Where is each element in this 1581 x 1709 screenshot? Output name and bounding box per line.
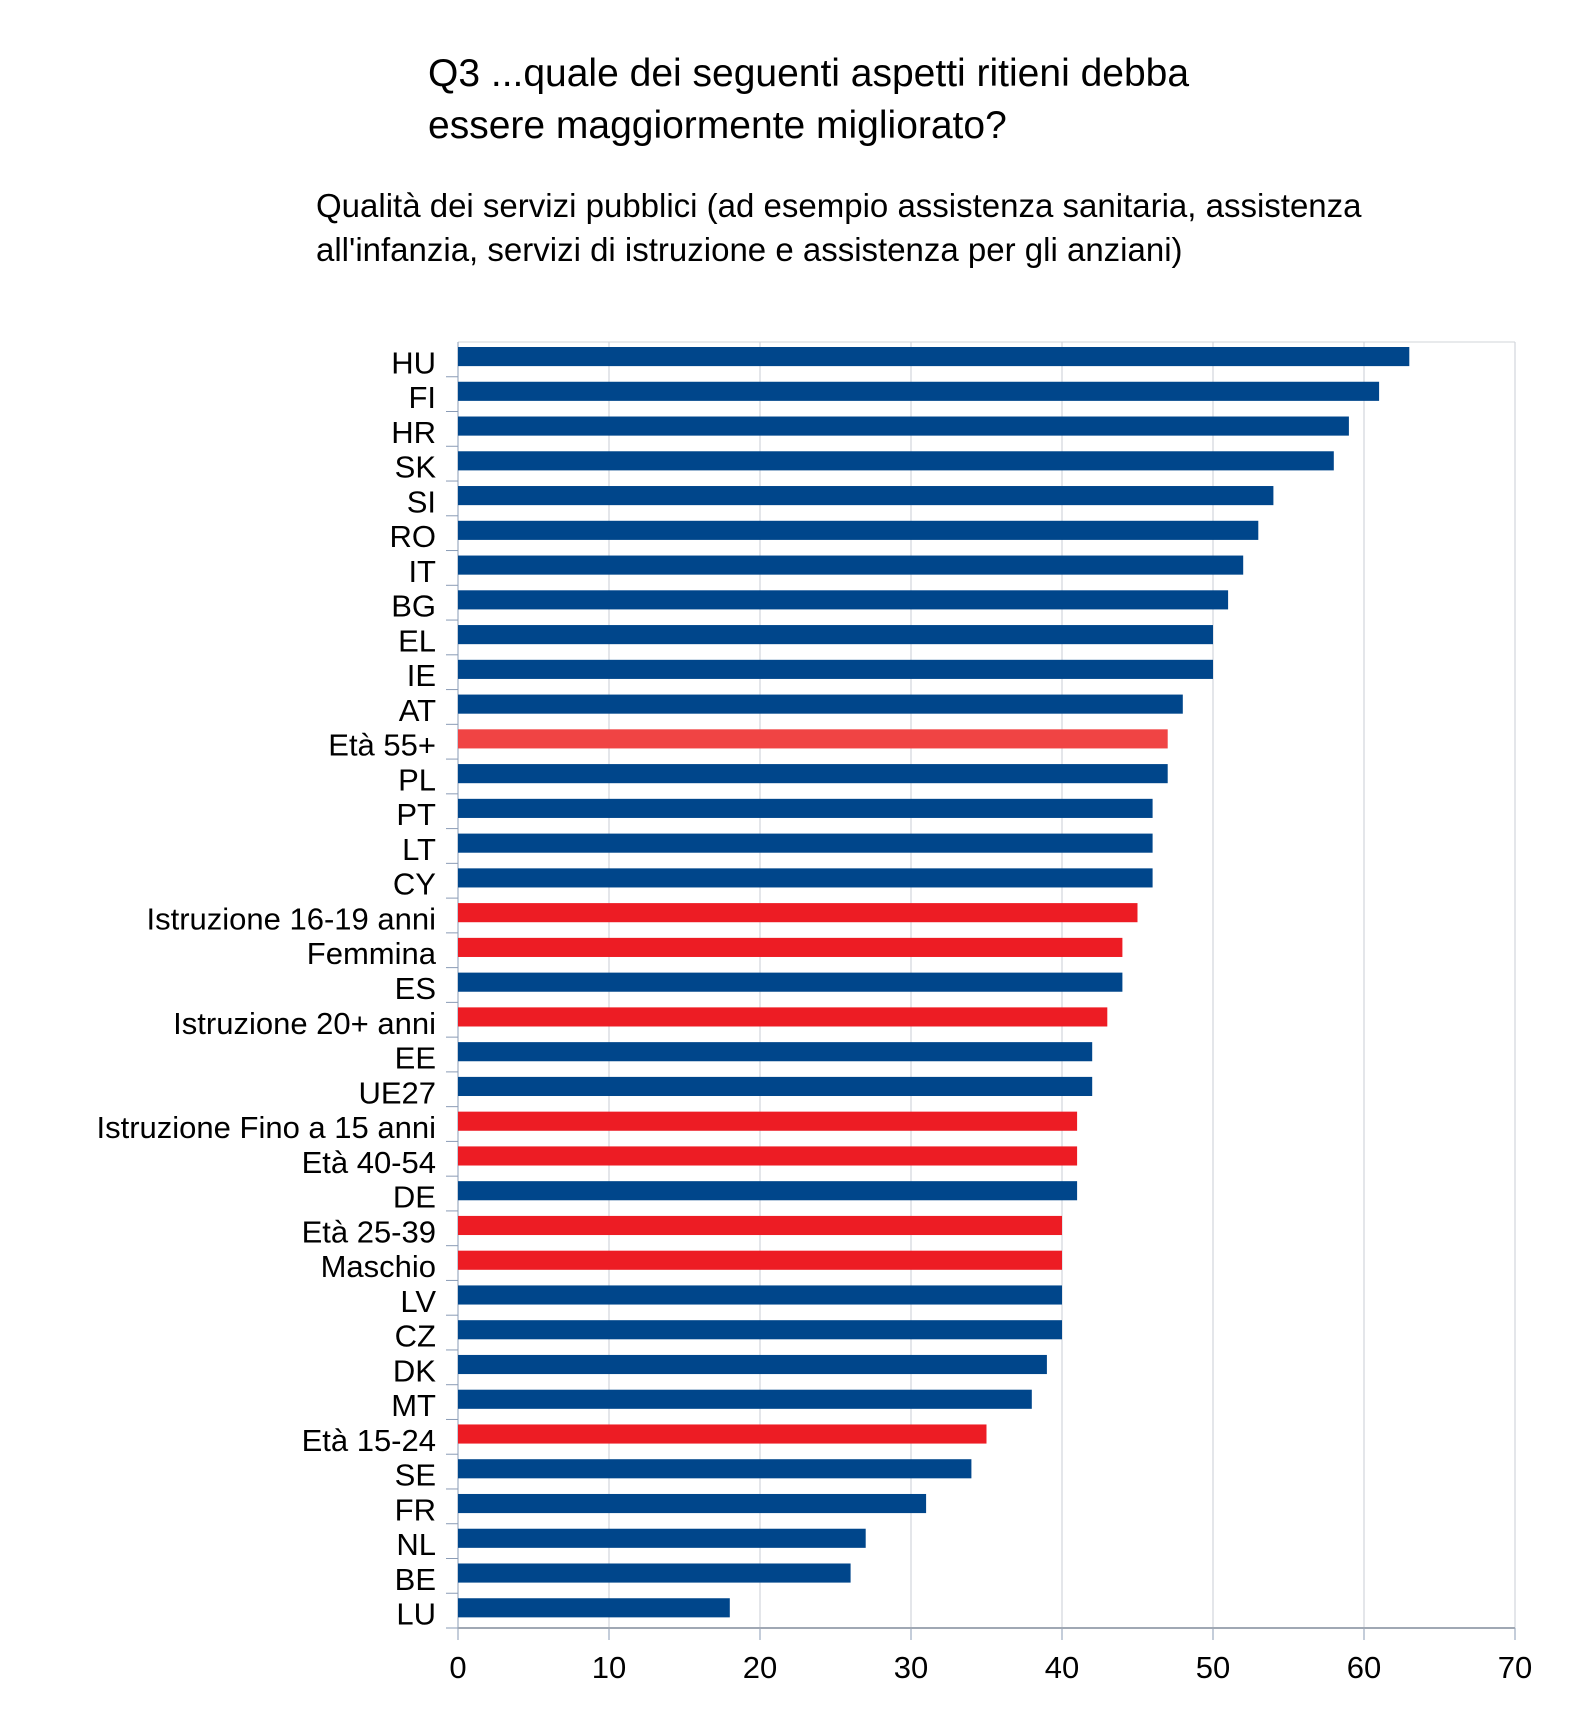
y-tick-label: FI (408, 380, 436, 415)
y-tick-label: Istruzione Fino a 15 anni (97, 1110, 437, 1145)
x-tick-label: 40 (1045, 1650, 1079, 1685)
y-tick-label: EE (395, 1041, 436, 1076)
bar (458, 798, 1153, 818)
y-tick-label: NL (396, 1527, 436, 1562)
bar (458, 1320, 1062, 1340)
y-tick-label: Maschio (321, 1249, 436, 1284)
y-tick-label: Femmina (307, 936, 437, 971)
y-tick-label: BE (395, 1562, 436, 1597)
y-tick-label: FR (395, 1492, 436, 1527)
bar (458, 1215, 1062, 1236)
bar (458, 520, 1259, 540)
y-tick-label: Età 55+ (328, 728, 436, 763)
y-tick-label: BG (391, 589, 436, 624)
bar (458, 1181, 1078, 1201)
chart-title-line: essere maggiormente migliorato? (428, 104, 1007, 147)
bar (458, 1250, 1062, 1270)
x-tick-label: 10 (592, 1650, 626, 1685)
bar (458, 937, 1123, 957)
chart-title-line: Q3 ...quale dei seguenti aspetti ritieni… (428, 52, 1190, 95)
bar (458, 868, 1153, 888)
y-tick-label: Istruzione 16-19 anni (146, 901, 436, 936)
y-tick-label: MT (391, 1388, 436, 1423)
x-tick-label: 20 (743, 1650, 777, 1685)
bar (458, 555, 1244, 575)
bar (458, 1146, 1078, 1166)
bar (458, 1598, 730, 1618)
y-tick-label: DE (393, 1180, 436, 1215)
x-tick-label: 70 (1498, 1650, 1532, 1685)
y-tick-label: IT (408, 554, 436, 589)
bar (458, 1493, 927, 1514)
bar (458, 1563, 851, 1583)
y-tick-label: CZ (395, 1319, 436, 1354)
x-tick-label: 0 (449, 1650, 466, 1685)
bar (458, 381, 1380, 401)
bar (458, 764, 1168, 784)
y-tick-label: PL (398, 762, 436, 797)
bar (458, 1354, 1047, 1375)
bar (458, 833, 1153, 853)
y-tick-label: SI (407, 484, 436, 519)
chart-title: Q3 ...quale dei seguenti aspetti ritieni… (428, 48, 1189, 152)
y-tick-label: LV (400, 1284, 436, 1319)
y-tick-label: HR (391, 415, 436, 450)
y-tick-label: UE27 (358, 1075, 436, 1110)
y-tick-label: LU (396, 1597, 436, 1632)
bar (458, 347, 1410, 367)
x-tick-label: 60 (1347, 1650, 1381, 1685)
bar (458, 486, 1274, 506)
bar (458, 590, 1229, 610)
y-tick-label: RO (390, 519, 437, 554)
bar (458, 1528, 866, 1548)
bar (458, 972, 1123, 992)
y-tick-label: Età 40-54 (302, 1145, 436, 1180)
bar (458, 416, 1349, 436)
y-tick-label: AT (399, 693, 436, 728)
bar (458, 1007, 1108, 1027)
chart-subtitle: Qualità dei servizi pubblici (ad esempio… (316, 184, 1362, 272)
bar (458, 903, 1138, 923)
y-tick-label: Età 15-24 (302, 1423, 436, 1458)
bar (458, 1285, 1062, 1305)
y-tick-label: EL (398, 623, 436, 658)
bar (458, 659, 1213, 679)
y-tick-label: IE (407, 658, 436, 693)
x-tick-label: 50 (1196, 1650, 1230, 1685)
y-tick-label: LT (402, 832, 436, 867)
bar (458, 1424, 987, 1444)
y-tick-label: DK (393, 1353, 436, 1388)
y-tick-label: CY (393, 867, 436, 902)
chart-subtitle-line: all'infanzia, servizi di istruzione e as… (316, 231, 1183, 268)
bar (458, 451, 1334, 471)
bar (458, 1076, 1093, 1097)
x-tick-label: 30 (894, 1650, 928, 1685)
chart-subtitle-line: Qualità dei servizi pubblici (ad esempio… (316, 187, 1362, 224)
bar (458, 1459, 972, 1479)
bar (458, 1042, 1093, 1062)
bar (458, 625, 1213, 645)
y-tick-label: HU (391, 345, 436, 380)
bar (458, 729, 1168, 749)
y-tick-label: Età 25-39 (302, 1214, 436, 1249)
y-tick-label: PT (396, 797, 436, 832)
bar (458, 1389, 1032, 1409)
y-tick-label: SK (395, 450, 437, 485)
y-tick-label: ES (395, 971, 436, 1006)
bar (458, 694, 1183, 714)
bar (458, 1111, 1078, 1131)
y-tick-label: SE (395, 1458, 436, 1493)
y-tick-label: Istruzione 20+ anni (173, 1006, 436, 1041)
